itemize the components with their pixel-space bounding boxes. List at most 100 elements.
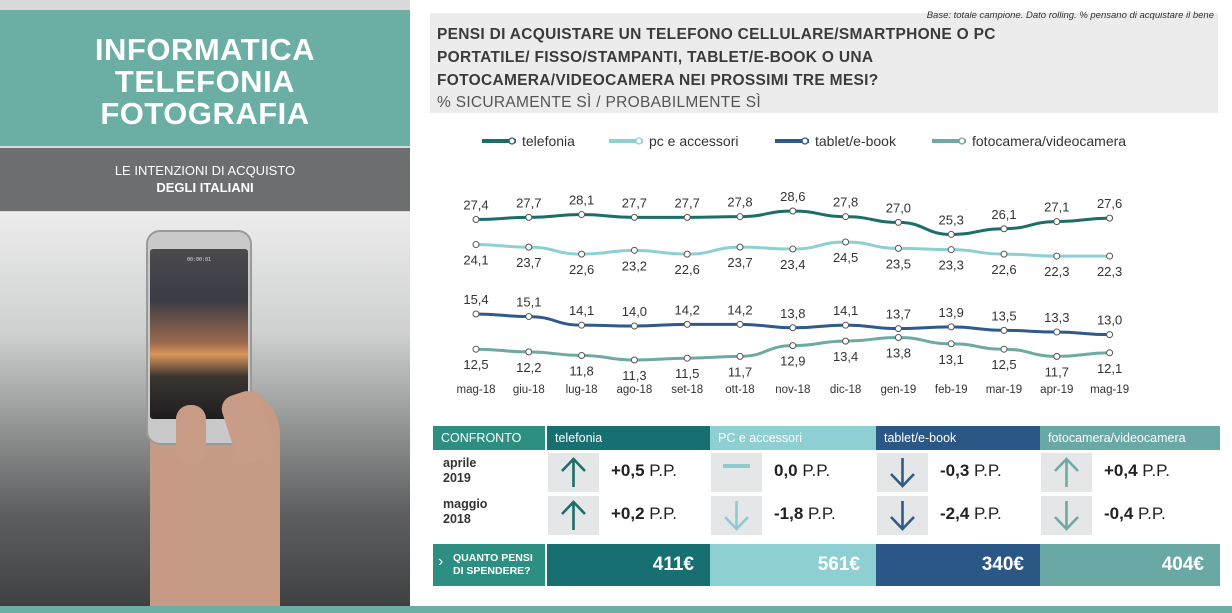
row-label-line: 2018 [443,512,471,526]
change-unit: P.P. [969,461,1002,480]
data-label: 27,1 [1044,200,1069,215]
data-label: 13,7 [886,307,911,322]
data-point [947,246,955,254]
change-value: -2,4 P.P. [940,504,1002,524]
data-label: 11,8 [569,364,593,379]
x-tick-label: mag-19 [1090,384,1129,396]
line-chart: telefonia pc e accessori tablet/e-book foto… [430,118,1218,408]
finger-shape [176,405,206,465]
data-point [630,356,638,364]
question-line: PORTATILE/ FISSO/STAMPANTI, TABLET/E-BOO… [437,49,874,66]
data-label: 22,3 [1044,264,1069,279]
change-value: 0,0 P.P. [774,461,830,481]
data-label: 27,6 [1097,196,1122,211]
base-note: Base: totale campione. Dato rolling. % p… [926,10,1214,21]
change-number: +0,5 [611,461,645,480]
data-label: 11,7 [1045,364,1069,379]
line-chart-svg: telefonia pc e accessori tablet/e-book foto… [457,133,1130,396]
data-label: 23,7 [516,255,541,270]
title-box: INFORMATICA TELEFONIA FOTOGRAFIA [0,10,410,146]
spend-label-line: DI SPENDERE? [453,565,531,577]
legend-marker [635,137,643,145]
change-value: -1,8 P.P. [774,504,836,524]
question-line: FOTOCAMERA/VIDEOCAMERA NEI PROSSIMI TRE … [437,72,879,89]
data-point [789,342,797,350]
change-number: -2,4 [940,504,970,523]
x-tick-label: ago-18 [616,384,652,396]
down-arrow-icon [877,496,928,535]
change-unit: P.P. [644,504,678,523]
confronto-label: CONFRONTO [441,431,522,445]
data-label: 11,3 [622,368,646,383]
data-label: 27,4 [463,198,488,213]
data-point [1106,214,1114,222]
change-value: +0,4 P.P. [1104,461,1170,481]
data-point [842,238,850,246]
data-label: 14,2 [727,302,752,317]
data-label: 24,1 [463,253,488,268]
legend-label: pc e accessori [649,133,738,149]
legend-label: fotocamera/videocamera [972,133,1126,149]
question-header: Base: totale campione. Dato rolling. % p… [430,10,1218,113]
change-unit: P.P. [797,461,831,480]
change-unit: P.P. [1137,461,1171,480]
row-label-maggio-2018: maggio 2018 [443,497,487,527]
data-label: 28,6 [780,189,805,204]
legend-marker [958,137,966,145]
row-label-line: maggio [443,497,488,511]
data-label: 14,2 [675,302,700,317]
x-tick-label: gen-19 [880,384,916,396]
x-tick-label: mag-18 [457,384,496,396]
data-point [1053,252,1061,260]
data-label: 23,5 [886,256,911,271]
data-point [842,213,850,221]
data-label: 24,5 [833,250,858,265]
data-label: 27,7 [622,195,647,210]
data-point [1000,345,1008,353]
legend-label: tablet/e-book [815,133,897,149]
data-label: 13,5 [991,308,1016,323]
data-label: 13,4 [833,349,858,364]
data-label: 27,7 [675,195,700,210]
data-label: 11,7 [728,364,752,379]
change-value: +0,2 P.P. [611,504,677,524]
data-point [1053,328,1061,336]
data-label: 12,1 [1097,361,1122,376]
smartphone-screen: 00:00:01 [150,249,248,419]
data-point [842,337,850,345]
data-point [1053,352,1061,360]
data-point [578,250,586,258]
data-point [578,352,586,359]
row-label-line: 2019 [443,471,471,485]
data-point [894,218,902,226]
data-label: 15,1 [516,295,541,310]
data-label: 13,0 [1097,313,1122,328]
data-label: 12,9 [780,354,805,369]
data-point [683,213,691,221]
change-number: -0,4 [1104,504,1134,523]
change-number: -0,3 [940,461,970,480]
change-unit: P.P. [803,504,836,523]
up-arrow-icon [548,453,599,492]
row-label-line: aprile [443,456,477,470]
data-label: 26,1 [991,207,1016,222]
data-label: 15,4 [463,292,488,307]
data-point [947,323,955,331]
data-point [630,246,638,254]
down-arrow-icon [711,496,762,535]
data-label: 13,8 [780,306,805,321]
data-point [947,230,955,238]
confronto-header: CONFRONTO [433,426,545,450]
data-label: 27,8 [727,195,752,210]
column-header: PC e accessori [710,426,876,450]
legend-marker [508,137,516,145]
bottom-accent-bar [0,606,1232,613]
data-point [630,322,638,330]
chevron-right-icon: › [438,553,444,570]
data-label: 13,8 [886,346,911,361]
data-point [842,321,850,329]
change-unit: P.P. [644,461,678,480]
data-point [525,243,533,251]
x-tick-label: set-18 [671,384,703,396]
